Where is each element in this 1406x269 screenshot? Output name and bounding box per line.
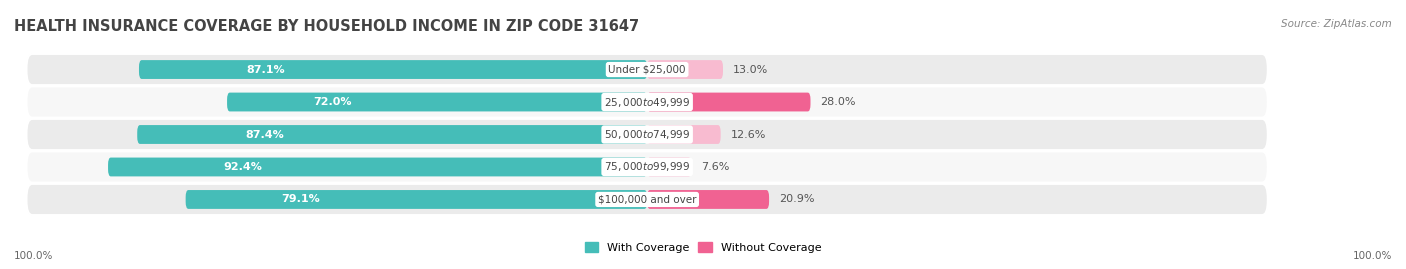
Text: 100.0%: 100.0% bbox=[1353, 251, 1392, 261]
Text: HEALTH INSURANCE COVERAGE BY HOUSEHOLD INCOME IN ZIP CODE 31647: HEALTH INSURANCE COVERAGE BY HOUSEHOLD I… bbox=[14, 19, 640, 34]
FancyBboxPatch shape bbox=[647, 125, 721, 144]
Text: 79.1%: 79.1% bbox=[281, 194, 321, 204]
FancyBboxPatch shape bbox=[647, 190, 769, 209]
Text: $50,000 to $74,999: $50,000 to $74,999 bbox=[605, 128, 690, 141]
FancyBboxPatch shape bbox=[186, 190, 647, 209]
Text: 12.6%: 12.6% bbox=[731, 129, 766, 140]
FancyBboxPatch shape bbox=[108, 158, 647, 176]
Text: Under $25,000: Under $25,000 bbox=[609, 65, 686, 75]
Text: 28.0%: 28.0% bbox=[821, 97, 856, 107]
FancyBboxPatch shape bbox=[27, 151, 1268, 183]
Text: 13.0%: 13.0% bbox=[733, 65, 768, 75]
FancyBboxPatch shape bbox=[27, 54, 1268, 85]
FancyBboxPatch shape bbox=[27, 86, 1268, 118]
Text: 20.9%: 20.9% bbox=[779, 194, 814, 204]
FancyBboxPatch shape bbox=[27, 184, 1268, 215]
FancyBboxPatch shape bbox=[228, 93, 647, 111]
Text: 100.0%: 100.0% bbox=[14, 251, 53, 261]
FancyBboxPatch shape bbox=[139, 60, 647, 79]
FancyBboxPatch shape bbox=[138, 125, 647, 144]
FancyBboxPatch shape bbox=[647, 93, 810, 111]
Text: 92.4%: 92.4% bbox=[224, 162, 263, 172]
Text: $75,000 to $99,999: $75,000 to $99,999 bbox=[605, 161, 690, 174]
Text: 7.6%: 7.6% bbox=[702, 162, 730, 172]
FancyBboxPatch shape bbox=[27, 119, 1268, 150]
FancyBboxPatch shape bbox=[647, 60, 723, 79]
Text: 72.0%: 72.0% bbox=[314, 97, 352, 107]
Legend: With Coverage, Without Coverage: With Coverage, Without Coverage bbox=[585, 242, 821, 253]
Text: 87.1%: 87.1% bbox=[246, 65, 285, 75]
Text: 87.4%: 87.4% bbox=[245, 129, 284, 140]
Text: $25,000 to $49,999: $25,000 to $49,999 bbox=[605, 95, 690, 108]
Text: Source: ZipAtlas.com: Source: ZipAtlas.com bbox=[1281, 19, 1392, 29]
Text: $100,000 and over: $100,000 and over bbox=[598, 194, 696, 204]
FancyBboxPatch shape bbox=[647, 158, 692, 176]
